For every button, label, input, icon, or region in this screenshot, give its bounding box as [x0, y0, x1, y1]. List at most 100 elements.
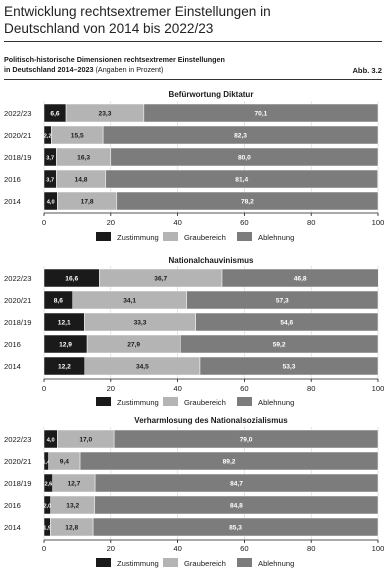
x-tick-label: 40 — [173, 384, 181, 393]
data-label: 78,2 — [241, 199, 254, 206]
page-title-line-1: Entwicklung rechtsextremer Einstellungen… — [4, 4, 271, 19]
legend-swatch — [163, 558, 178, 567]
data-label: 12,2 — [58, 364, 71, 371]
legend-label: Ablehnung — [258, 233, 294, 242]
figure-subtitle-line-2: in Deutschland 2014–2023 — [4, 65, 94, 74]
figure-subtitle-line-1: Politisch-historische Dimensionen rechts… — [4, 55, 225, 64]
data-label: 15,5 — [71, 133, 84, 140]
x-tick-label: 100 — [372, 544, 385, 553]
bar-segment — [143, 103, 379, 123]
bar-segment — [102, 125, 379, 145]
x-tick-label: 40 — [173, 544, 181, 553]
data-label: 36,7 — [154, 276, 167, 283]
data-label: 1,9 — [43, 526, 51, 532]
x-tick-label: 20 — [107, 384, 115, 393]
legend-label: Graubereich — [184, 398, 226, 407]
data-label: 17,0 — [79, 437, 92, 444]
figure-label: Abb. 3.2 — [352, 66, 382, 75]
x-tick-label: 60 — [240, 218, 248, 227]
data-label: 17,8 — [81, 199, 94, 206]
data-label: 81,4 — [235, 177, 248, 184]
bar-segment — [221, 268, 379, 288]
data-label: 82,3 — [234, 133, 247, 140]
x-tick-label: 80 — [307, 218, 315, 227]
legend-swatch — [237, 558, 252, 567]
legend-swatch — [96, 558, 111, 567]
category-label: 2018/19 — [4, 479, 31, 488]
legend-label: Graubereich — [184, 559, 226, 568]
bar-segment — [186, 290, 379, 310]
page-title: Entwicklung rechtsextremer Einstellungen… — [4, 3, 382, 37]
data-label: 16,3 — [77, 155, 90, 162]
x-tick-label: 80 — [307, 544, 315, 553]
data-label: 12,9 — [59, 342, 72, 349]
x-tick-label: 0 — [42, 218, 46, 227]
data-label: 46,8 — [294, 276, 307, 283]
legend-label: Ablehnung — [258, 559, 294, 568]
data-label: 54,6 — [280, 320, 293, 327]
data-label: 3,7 — [46, 178, 54, 184]
bar-segment — [195, 312, 379, 332]
data-label: 2,2 — [44, 134, 52, 140]
data-label: 13,2 — [66, 503, 79, 510]
data-label: 79,0 — [240, 437, 253, 444]
chart-title: Befürwortung Diktatur — [169, 90, 254, 99]
legend-swatch — [163, 397, 178, 406]
category-label: 2014 — [4, 362, 21, 371]
data-label: 12,8 — [65, 525, 78, 532]
page-title-line-2: Deutschland von 2014 bis 2022/23 — [4, 21, 214, 36]
data-label: 57,3 — [276, 298, 289, 305]
data-label: 80,0 — [238, 155, 251, 162]
x-tick-label: 80 — [307, 384, 315, 393]
legend-label: Graubereich — [184, 233, 226, 242]
x-tick-label: 0 — [42, 384, 46, 393]
data-label: 84,7 — [230, 481, 243, 488]
category-label: 2022/23 — [4, 274, 31, 283]
data-label: 16,6 — [65, 276, 78, 283]
category-label: 2018/19 — [4, 153, 31, 162]
data-label: 4,0 — [47, 438, 55, 444]
data-label: 84,8 — [230, 503, 243, 510]
legend-swatch — [163, 232, 178, 241]
category-label: 2022/23 — [4, 435, 31, 444]
data-label: 34,5 — [136, 364, 149, 371]
bar-segment — [105, 169, 378, 189]
title-divider — [4, 41, 382, 42]
bar-segment — [92, 517, 379, 537]
data-label: 12,7 — [67, 481, 80, 488]
x-tick-label: 40 — [173, 218, 181, 227]
category-label: 2022/23 — [4, 109, 31, 118]
data-label: 34,1 — [123, 298, 136, 305]
bar-segment — [79, 451, 379, 471]
data-label: 2,6 — [44, 482, 52, 488]
data-label: 12,1 — [58, 320, 71, 327]
subtitle-divider — [4, 79, 382, 80]
category-label: 2014 — [4, 197, 21, 206]
x-tick-label: 100 — [372, 384, 385, 393]
category-label: 2016 — [4, 340, 21, 349]
data-label: 59,2 — [273, 342, 286, 349]
data-label: 70,1 — [255, 111, 268, 118]
category-label: 2020/21 — [4, 457, 31, 466]
legend-label: Zustimmung — [117, 233, 159, 242]
data-label: 4,0 — [47, 200, 55, 206]
x-tick-label: 20 — [107, 544, 115, 553]
legend-swatch — [237, 232, 252, 241]
x-tick-label: 20 — [107, 218, 115, 227]
x-tick-label: 100 — [372, 218, 385, 227]
figure-subtitle: Politisch-historische Dimensionen rechts… — [4, 55, 334, 75]
category-label: 2018/19 — [4, 318, 31, 327]
data-label: 85,3 — [229, 525, 242, 532]
category-label: 2020/21 — [4, 131, 31, 140]
chart-title: Nationalchauvinismus — [169, 256, 254, 265]
legend-label: Ablehnung — [258, 398, 294, 407]
data-label: 9,4 — [60, 459, 69, 466]
data-label: 23,3 — [99, 111, 112, 118]
figure-subtitle-note: (Angaben in Prozent) — [95, 65, 164, 74]
x-tick-label: 0 — [42, 544, 46, 553]
data-label: 53,3 — [283, 364, 296, 371]
category-label: 2020/21 — [4, 296, 31, 305]
data-label: 6,6 — [50, 111, 59, 118]
bar-segment — [180, 334, 379, 354]
